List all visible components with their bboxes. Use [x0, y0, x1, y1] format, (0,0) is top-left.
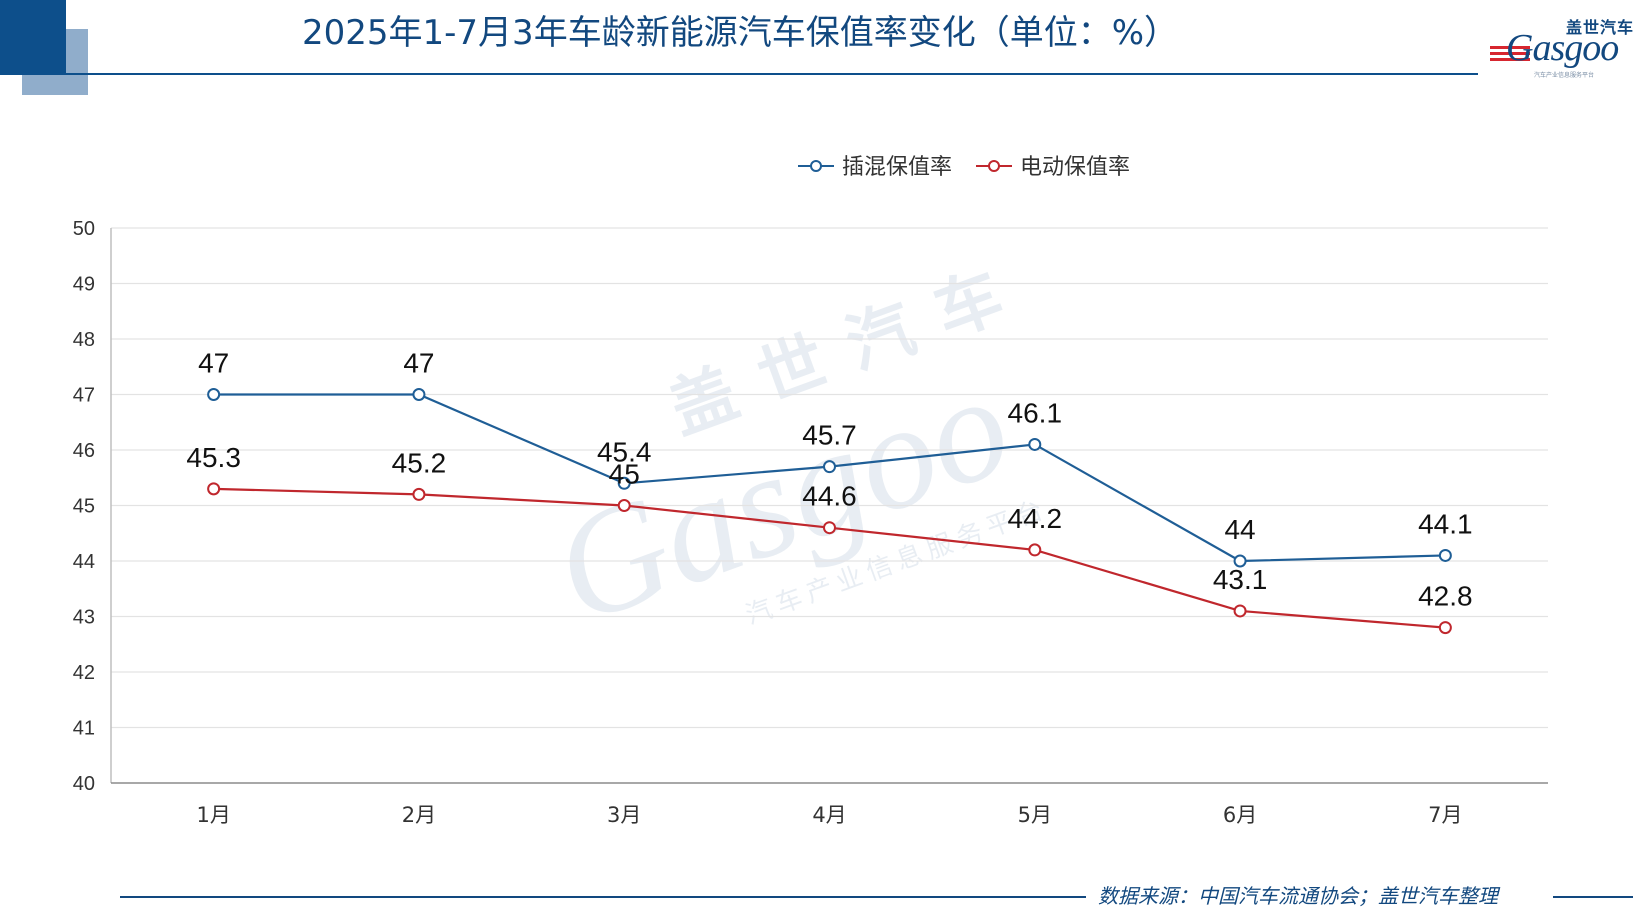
data-point [207, 388, 221, 401]
x-tick-labels: 1月 2月 3月 4月 5月 6月 7月 [196, 803, 1462, 827]
gasgoo-logo: 盖世汽车 Gasgoo 汽车产业信息服务平台 [1488, 14, 1638, 79]
data-point [1028, 437, 1042, 451]
header-divider [0, 73, 1478, 75]
y-tick-label: 45 [73, 496, 95, 518]
legend-label: 插混保值率 [842, 155, 952, 180]
data-point [412, 487, 426, 501]
x-tick-label: 1月 [196, 803, 230, 827]
x-tick-label: 3月 [607, 803, 641, 827]
data-label: 43.1 [1213, 564, 1268, 595]
x-tick-label: 2月 [402, 803, 436, 827]
legend-item-0: 插混保值率 [798, 155, 952, 180]
y-tick-label: 48 [73, 329, 95, 351]
x-tick-label: 7月 [1428, 803, 1462, 827]
logo-tagline: 汽车产业信息服务平台 [1534, 72, 1595, 79]
y-tick-label: 50 [73, 218, 95, 240]
data-label: 42.8 [1418, 581, 1473, 612]
y-tick-label: 49 [73, 274, 95, 296]
legend-marker-icon [988, 160, 1000, 172]
data-label: 44 [1224, 514, 1255, 545]
data-label: 45.3 [186, 442, 241, 473]
logo-cn-name: 盖世汽车 [1565, 18, 1634, 37]
legend-marker-icon [810, 160, 822, 172]
y-tick-label: 47 [73, 385, 95, 407]
data-source-note: 数据来源：中国汽车流通协会；盖世汽车整理 [1098, 884, 1498, 908]
data-label: 45.4 [597, 436, 652, 467]
footer-divider-left [120, 896, 1086, 898]
y-tick-label: 44 [73, 551, 95, 573]
y-tick-labels: 40 41 42 43 44 45 46 47 48 49 50 [73, 218, 95, 795]
legend-item-1: 电动保值率 [976, 155, 1130, 180]
data-point [1438, 621, 1452, 635]
x-tick-label: 4月 [812, 803, 846, 827]
data-point [617, 476, 631, 490]
footer-divider-right [1553, 896, 1633, 898]
data-point [823, 460, 836, 474]
x-tick-label: 6月 [1223, 803, 1257, 827]
data-label: 47 [198, 348, 229, 379]
y-tick-label: 41 [73, 718, 95, 740]
y-tick-label: 46 [73, 440, 95, 462]
data-label: 45 [609, 459, 640, 490]
legend: 插混保值率 电动保值率 [798, 155, 1130, 180]
data-label: 45.2 [392, 447, 447, 478]
data-point [823, 521, 836, 535]
data-label: 47 [403, 348, 434, 379]
data-point [1438, 548, 1452, 562]
axes [110, 228, 1548, 784]
y-tick-label: 42 [73, 662, 95, 684]
data-label: 46.1 [1008, 397, 1063, 428]
page-title: 2025年1-7月3年车龄新能源汽车保值率变化（单位：%） [302, 13, 1178, 53]
data-point [1233, 554, 1247, 568]
y-tick-label: 40 [73, 773, 95, 795]
logo-stripes-icon [1490, 46, 1530, 62]
data-point [1233, 604, 1247, 618]
data-point [412, 388, 426, 401]
data-point [207, 482, 221, 496]
data-label: 44.2 [1008, 503, 1063, 534]
header-decoration-square-dark [0, 0, 66, 73]
x-tick-label: 5月 [1018, 803, 1052, 827]
series-lines [207, 388, 1452, 635]
data-label: 44.6 [802, 481, 857, 512]
data-point [617, 499, 631, 512]
logo-en-name: Gasgoo [1506, 27, 1619, 69]
data-point [1028, 543, 1042, 557]
data-label: 44.1 [1418, 508, 1473, 539]
legend-label: 电动保值率 [1020, 155, 1130, 180]
data-labels: 47 47 45.4 45.7 46.1 44 44.1 45.3 45.2 45 44.6 44.2… [186, 348, 1472, 612]
data-label: 45.7 [802, 420, 857, 451]
y-tick-label: 43 [73, 607, 95, 629]
